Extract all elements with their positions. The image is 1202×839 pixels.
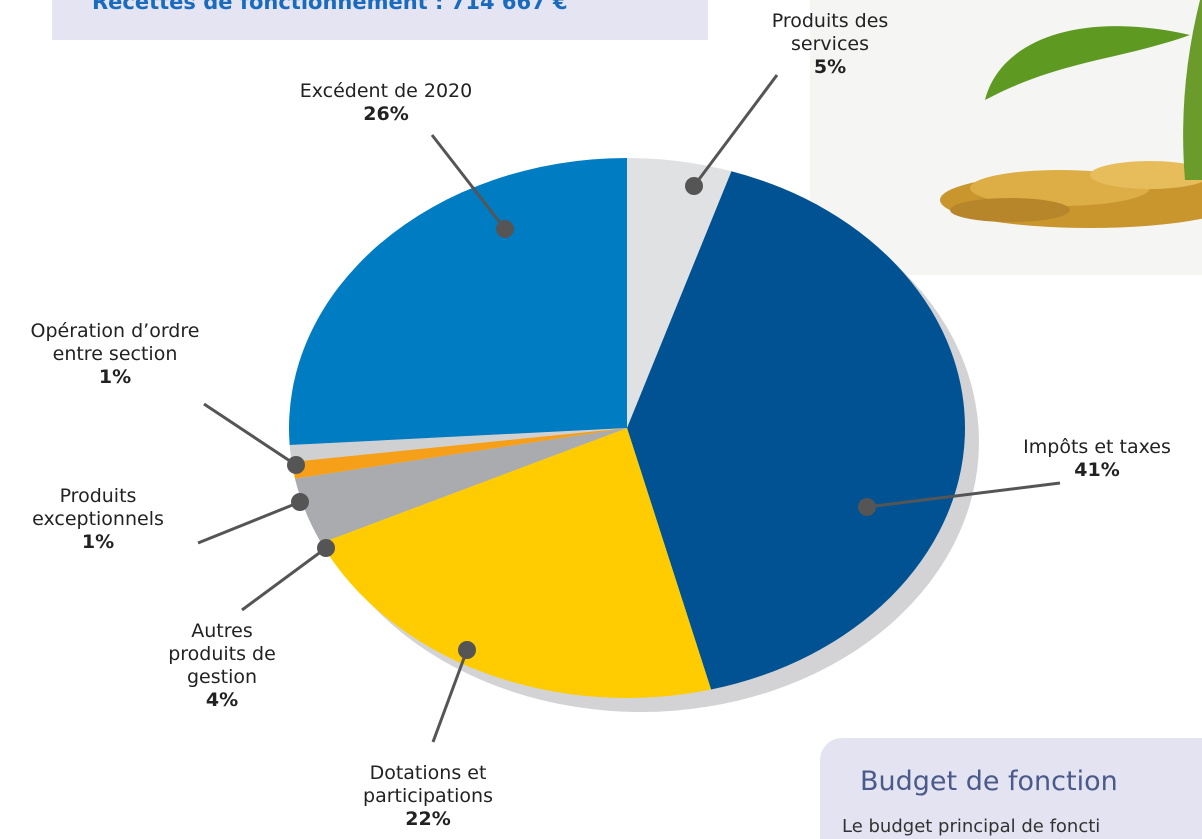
leader-dot [287,456,305,474]
pie-slice [321,428,712,698]
footer-title: Budget de fonction [860,766,1118,797]
slice-label: Produits exceptionnels 1% [28,485,168,554]
header-title: Recettes de fonctionnement : 714 667 € [92,0,568,14]
leader-line [431,649,469,743]
value-label: 1% [81,531,115,553]
footer-box: Budget de fonction Le budget principal d… [820,738,1202,839]
header-box: Recettes de fonctionnement : 714 667 € [52,0,708,40]
leader-line [430,134,507,230]
leader-dot [685,177,703,195]
plant-image [810,0,1202,275]
slice-label: Impôts et taxes 41% [997,436,1197,482]
value-label: 22% [405,808,451,830]
category-name: Produits des services [771,10,889,55]
leader-dot [291,493,309,511]
pie-slice [291,428,627,479]
leader-dot [458,641,476,659]
slice-label: Produits des services 5% [750,10,910,79]
pie-slice [627,171,966,690]
pie-slice [289,158,627,445]
leader-dot [496,220,514,238]
leader-line [241,546,327,612]
slice-label: Dotations et participations 22% [343,762,513,831]
footer-text: Le budget principal de foncti [842,816,1101,837]
leader-line [203,402,297,467]
value-label: 41% [1074,459,1120,481]
pie-slice [627,158,732,428]
value-label: 1% [98,366,132,388]
slice-label: Excédent de 2020 26% [266,80,506,126]
category-name: Opération d’ordre entre section [30,320,200,365]
slice-label: Opération d’ordre entre section 1% [5,320,225,389]
slice-label: Autres produits de gestion 4% [162,620,282,712]
leader-dot [858,498,876,516]
category-name: Dotations et participations [363,762,493,807]
value-label: 26% [363,103,409,125]
category-name: Produits exceptionnels [32,485,164,530]
leader-line [197,500,301,545]
pie-slice [289,428,627,462]
leader-line [866,481,1061,509]
pie [197,74,1061,743]
category-name: Autres produits de gestion [168,620,276,688]
category-name: Excédent de 2020 [299,80,473,102]
pie-slice [294,428,627,543]
value-label: 4% [205,689,239,711]
value-label: 5% [813,56,847,78]
leader-line [692,74,779,187]
leader-dot [317,539,335,557]
category-name: Impôts et taxes [1023,436,1171,458]
